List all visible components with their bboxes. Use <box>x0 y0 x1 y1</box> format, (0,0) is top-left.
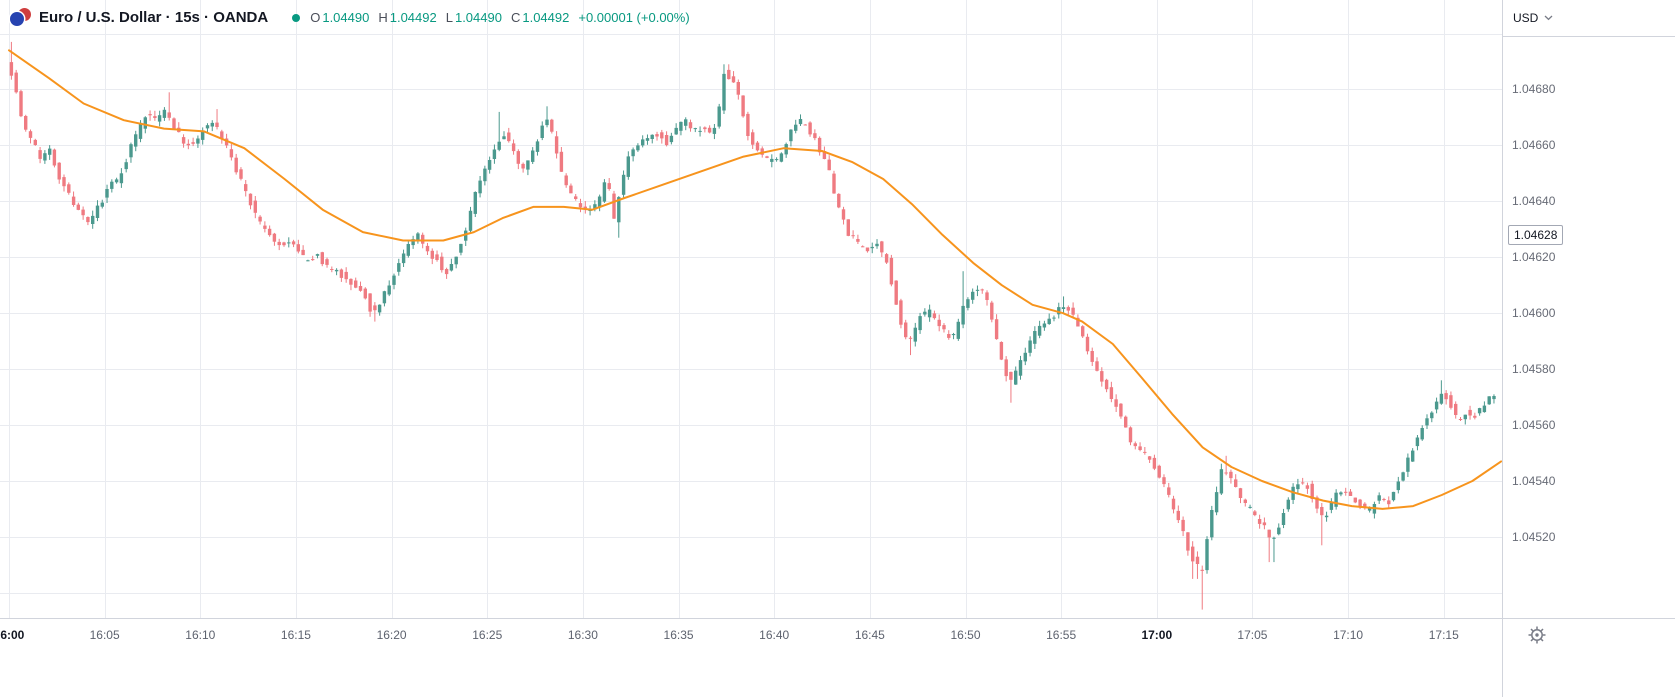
change-value: +0.00001 (+0.00%) <box>578 10 690 25</box>
high-value: 1.04492 <box>389 10 437 25</box>
high-label: H <box>378 10 388 25</box>
time-axis-label: 16:25 <box>472 628 503 642</box>
currency-label: USD <box>1513 11 1539 25</box>
time-axis-label: 17:15 <box>1428 628 1459 642</box>
realtime-status-dot <box>292 13 301 22</box>
time-axis-label: 16:35 <box>663 628 694 642</box>
eur-usd-pair-logo-icon[interactable] <box>10 7 32 28</box>
axis-settings-gear-icon[interactable] <box>1526 624 1548 646</box>
time-axis-label: 16:40 <box>759 628 790 642</box>
eur-flag-circle-icon <box>10 12 24 26</box>
open-label: O <box>310 10 321 25</box>
price-axis-label: 1.04660 <box>1512 138 1556 153</box>
close-label: C <box>510 10 521 25</box>
time-axis-label: 17:10 <box>1333 628 1364 642</box>
time-axis-label: 16:00 <box>0 628 25 642</box>
time-axis-label: 16:50 <box>950 628 981 642</box>
time-axis-label: 17:05 <box>1237 628 1268 642</box>
time-axis-label: 16:10 <box>185 628 216 642</box>
symbol-legend: Euro / U.S. Dollar · 15s · OANDA O 1.0449… <box>10 7 690 28</box>
price-axis-label: 1.04540 <box>1512 473 1556 488</box>
price-axis-label: 1.04680 <box>1512 82 1556 97</box>
time-axis[interactable]: 16:00 16:05 16:10 16:15 16:20 16:25 16:30 16:35… <box>0 618 1675 697</box>
time-axis-label: 17:00 <box>1141 628 1173 642</box>
price-axis-label: 1.04580 <box>1512 362 1556 377</box>
price-axis-label: 1.04620 <box>1512 250 1556 265</box>
close-value: 1.04492 <box>522 10 570 25</box>
candlestick-chart[interactable] <box>0 0 1502 618</box>
price-axis-label: 1.04560 <box>1512 418 1556 433</box>
price-axis-label: 1.04520 <box>1512 529 1556 544</box>
currency-unit-toggle[interactable]: USD <box>1503 0 1675 37</box>
time-axis-label: 16:20 <box>376 628 407 642</box>
time-axis-label: 16:55 <box>1046 628 1077 642</box>
price-axis-label: 1.04640 <box>1512 194 1556 209</box>
ohlc-readout: O 1.04490 H 1.04492 L 1.04490 C 1.04492 +0.0… <box>310 10 689 25</box>
low-label: L <box>445 10 453 25</box>
chart-plot-area: Euro / U.S. Dollar · 15s · OANDA O 1.0449… <box>0 0 1502 618</box>
price-axis[interactable]: USD 1.04680 1.04660 1.04640 1.04620 1.04600 1… <box>1502 0 1675 697</box>
symbol-title[interactable]: Euro / U.S. Dollar · 15s · OANDA <box>39 9 269 26</box>
last-price-label: 1.04628 <box>1508 224 1564 245</box>
open-value: 1.04490 <box>322 10 370 25</box>
time-axis-label: 16:15 <box>280 628 311 642</box>
time-axis-label: 16:45 <box>854 628 885 642</box>
time-axis-label: 16:05 <box>89 628 120 642</box>
chevron-down-icon <box>1544 15 1553 21</box>
time-axis-label: 16:30 <box>567 628 598 642</box>
low-value: 1.04490 <box>454 10 502 25</box>
price-axis-label: 1.04600 <box>1512 306 1556 321</box>
